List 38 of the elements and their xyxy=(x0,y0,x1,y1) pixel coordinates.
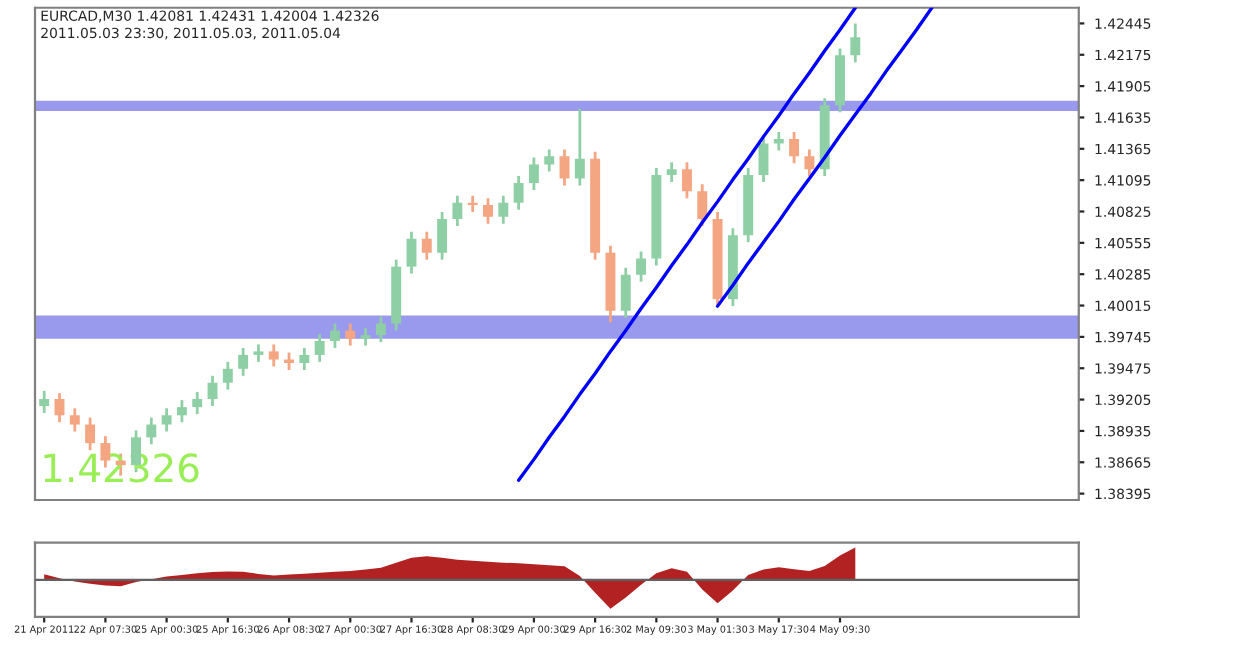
candlestick xyxy=(192,390,203,416)
candlestick xyxy=(513,174,524,212)
candlestick xyxy=(620,266,631,320)
candlestick xyxy=(375,315,386,344)
candlestick xyxy=(39,389,50,415)
candlestick xyxy=(299,346,310,372)
candlestick xyxy=(69,406,80,433)
candlestick xyxy=(483,196,493,226)
line-series xyxy=(516,7,857,482)
candlestick xyxy=(697,182,708,228)
candlestick xyxy=(329,322,340,350)
candlestick xyxy=(176,398,187,424)
candlestick xyxy=(498,194,509,226)
candlestick xyxy=(268,343,279,368)
candlestick xyxy=(222,360,233,392)
candlestick xyxy=(452,194,463,228)
candlestick xyxy=(406,230,417,275)
candlestick xyxy=(314,332,325,364)
candlestick xyxy=(636,250,647,284)
candlestick xyxy=(437,210,448,262)
candlestick xyxy=(681,160,692,200)
candlestick xyxy=(421,230,432,262)
candlestick xyxy=(850,22,861,64)
candlestick xyxy=(161,406,172,433)
candlestick xyxy=(85,416,96,452)
candlestick xyxy=(666,160,677,184)
candlestick xyxy=(207,374,218,408)
candlestick xyxy=(559,148,570,187)
candlestick xyxy=(544,148,555,173)
candlestick xyxy=(146,416,157,446)
candlestick xyxy=(238,346,249,378)
line-series xyxy=(715,7,934,308)
candlestick xyxy=(528,156,539,192)
candlestick xyxy=(804,148,815,178)
candlestick xyxy=(773,130,784,152)
candlestick xyxy=(789,130,800,165)
candlestick xyxy=(345,322,356,347)
candlestick xyxy=(574,107,585,187)
